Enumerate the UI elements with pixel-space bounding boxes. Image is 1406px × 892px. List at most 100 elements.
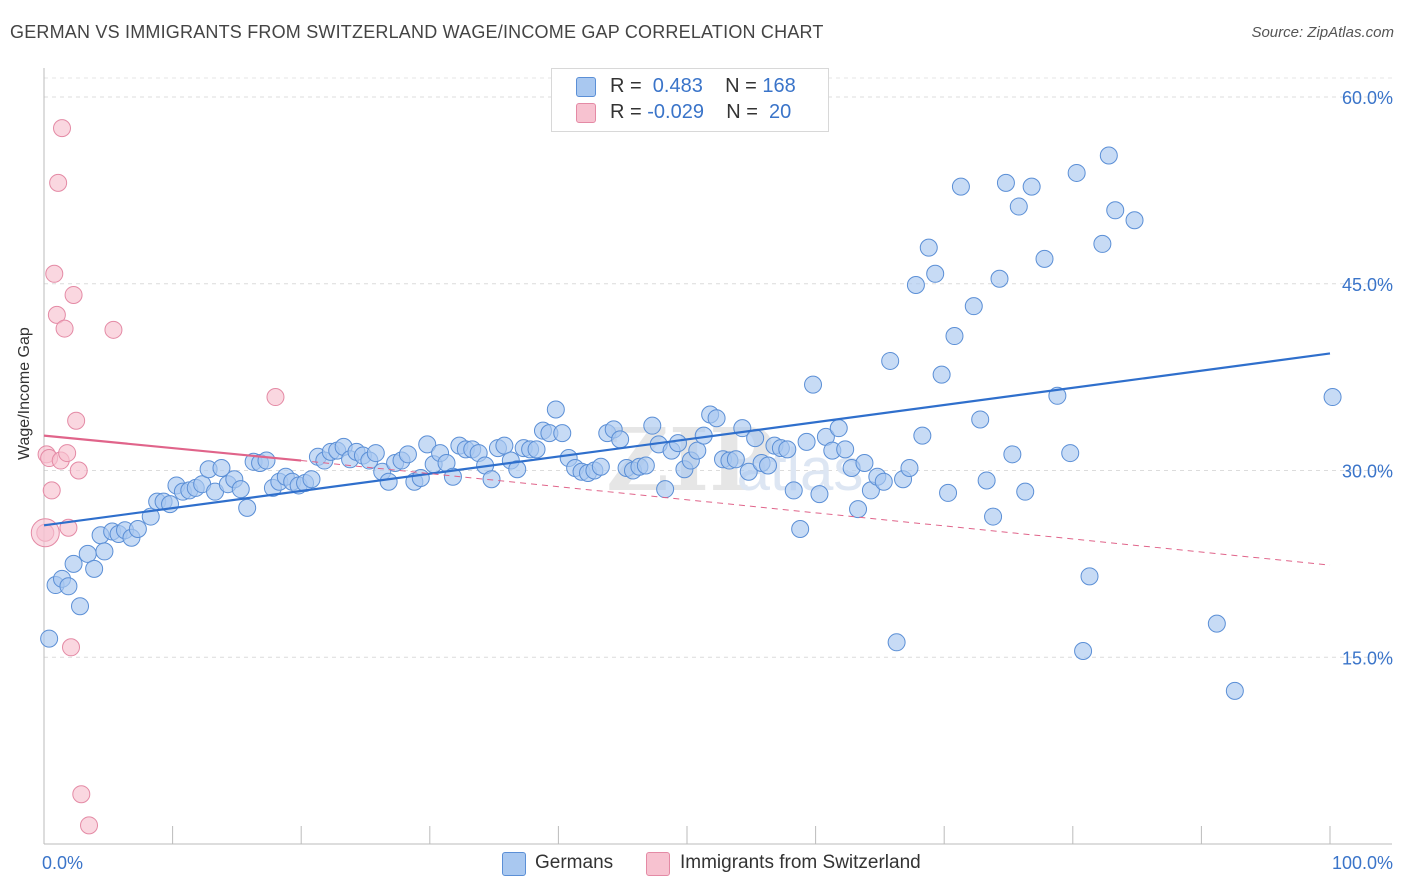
legend-r-value: 0.483 xyxy=(647,75,703,97)
legend-swatch-germans xyxy=(576,77,596,97)
legend-r-value: -0.029 xyxy=(647,101,704,123)
german-point xyxy=(1080,567,1099,586)
german-point xyxy=(849,500,868,519)
immigrant-point xyxy=(49,173,68,192)
german-point xyxy=(656,480,675,499)
x-tick-label: 0.0% xyxy=(42,853,83,873)
immigrant-point xyxy=(266,388,285,407)
german-point xyxy=(919,238,938,257)
german-point xyxy=(1225,681,1244,700)
german-point xyxy=(836,440,855,459)
german-point xyxy=(1067,163,1086,182)
german-point xyxy=(855,454,874,473)
german-point xyxy=(784,481,803,500)
series-swatch-immigrants xyxy=(646,852,670,876)
german-point xyxy=(212,459,231,478)
german-point xyxy=(964,297,983,316)
german-point xyxy=(1106,201,1125,220)
german-point xyxy=(611,430,630,449)
german-point xyxy=(990,269,1009,288)
y-tick-label: 60.0% xyxy=(1342,88,1393,108)
german-point xyxy=(85,559,104,578)
immigrant-point xyxy=(55,319,74,338)
german-point xyxy=(257,451,276,470)
german-point xyxy=(726,450,745,469)
immigrant-point xyxy=(72,785,91,804)
german-point xyxy=(636,456,655,475)
legend-swatch-immigrants xyxy=(576,103,596,123)
german-point xyxy=(1003,445,1022,464)
immigrant-point xyxy=(64,285,83,304)
german-point xyxy=(939,483,958,502)
legend-stats-germans: R = 0.483 N = 168 xyxy=(610,75,796,98)
german-point xyxy=(59,577,78,596)
german-point xyxy=(553,424,572,443)
chart-source: Source: ZipAtlas.com xyxy=(1251,24,1394,41)
series-label-germans: Germans xyxy=(535,852,614,873)
german-point xyxy=(1099,146,1118,165)
legend-r-label: R = xyxy=(610,75,648,97)
german-point xyxy=(1074,642,1093,661)
german-point xyxy=(746,429,765,448)
german-point xyxy=(1323,388,1342,407)
immigrant-point-large xyxy=(30,518,60,548)
german-point xyxy=(945,327,964,346)
trend-line-immigrants-extended xyxy=(301,460,1331,566)
german-point xyxy=(996,173,1015,192)
legend-row-germans: R = 0.483 N = 168 xyxy=(576,75,796,99)
german-point xyxy=(64,554,83,573)
immigrant-point xyxy=(47,305,66,324)
german-point xyxy=(906,275,925,294)
german-point xyxy=(1061,444,1080,463)
german-point xyxy=(398,445,417,464)
german-point xyxy=(668,434,687,453)
correlation-legend: R = 0.483 N = 168 R = -0.029 N = 20 xyxy=(551,68,829,132)
trend-line-immigrants xyxy=(43,434,302,462)
german-point xyxy=(643,416,662,435)
german-point xyxy=(366,444,385,463)
immigrant-point xyxy=(58,444,77,463)
immigrant-point xyxy=(67,411,86,430)
series-swatch-germans xyxy=(502,852,526,876)
immigrant-point xyxy=(45,264,64,283)
german-point xyxy=(804,375,823,394)
german-point xyxy=(739,462,758,481)
y-tick-label: 15.0% xyxy=(1342,648,1393,668)
german-point xyxy=(546,400,565,419)
german-point xyxy=(78,544,97,563)
german-point xyxy=(881,351,900,370)
immigrant-point xyxy=(42,481,61,500)
german-point xyxy=(1009,197,1028,216)
german-point xyxy=(1035,249,1054,268)
immigrant-point xyxy=(69,461,88,480)
german-point xyxy=(829,419,848,438)
german-point xyxy=(951,177,970,196)
y-axis-label: Wage/Income Gap xyxy=(16,327,33,460)
legend-n-value: 168 xyxy=(762,75,796,97)
german-point xyxy=(688,441,707,460)
legend-n-label: N = xyxy=(726,101,764,123)
german-point xyxy=(95,542,114,561)
german-point xyxy=(71,597,90,616)
german-point xyxy=(495,436,514,455)
immigrant-point xyxy=(104,320,123,339)
german-point xyxy=(1125,211,1144,230)
german-point xyxy=(443,467,462,486)
german-point xyxy=(900,459,919,478)
series-label-immigrants: Immigrants from Switzerland xyxy=(680,852,921,873)
x-tick-label: 100.0% xyxy=(1332,853,1393,873)
german-point xyxy=(1207,614,1226,633)
y-tick-label: 45.0% xyxy=(1342,275,1393,295)
german-point xyxy=(482,470,501,489)
chart-title: GERMAN VS IMMIGRANTS FROM SWITZERLAND WA… xyxy=(10,22,824,42)
german-point xyxy=(971,410,990,429)
german-point xyxy=(508,460,527,479)
immigrant-point xyxy=(53,119,72,138)
german-point xyxy=(977,471,996,490)
legend-n-value: 20 xyxy=(763,101,792,123)
german-point xyxy=(887,633,906,652)
german-point xyxy=(379,472,398,491)
legend-r-label: R = xyxy=(610,101,648,123)
german-point xyxy=(926,264,945,283)
